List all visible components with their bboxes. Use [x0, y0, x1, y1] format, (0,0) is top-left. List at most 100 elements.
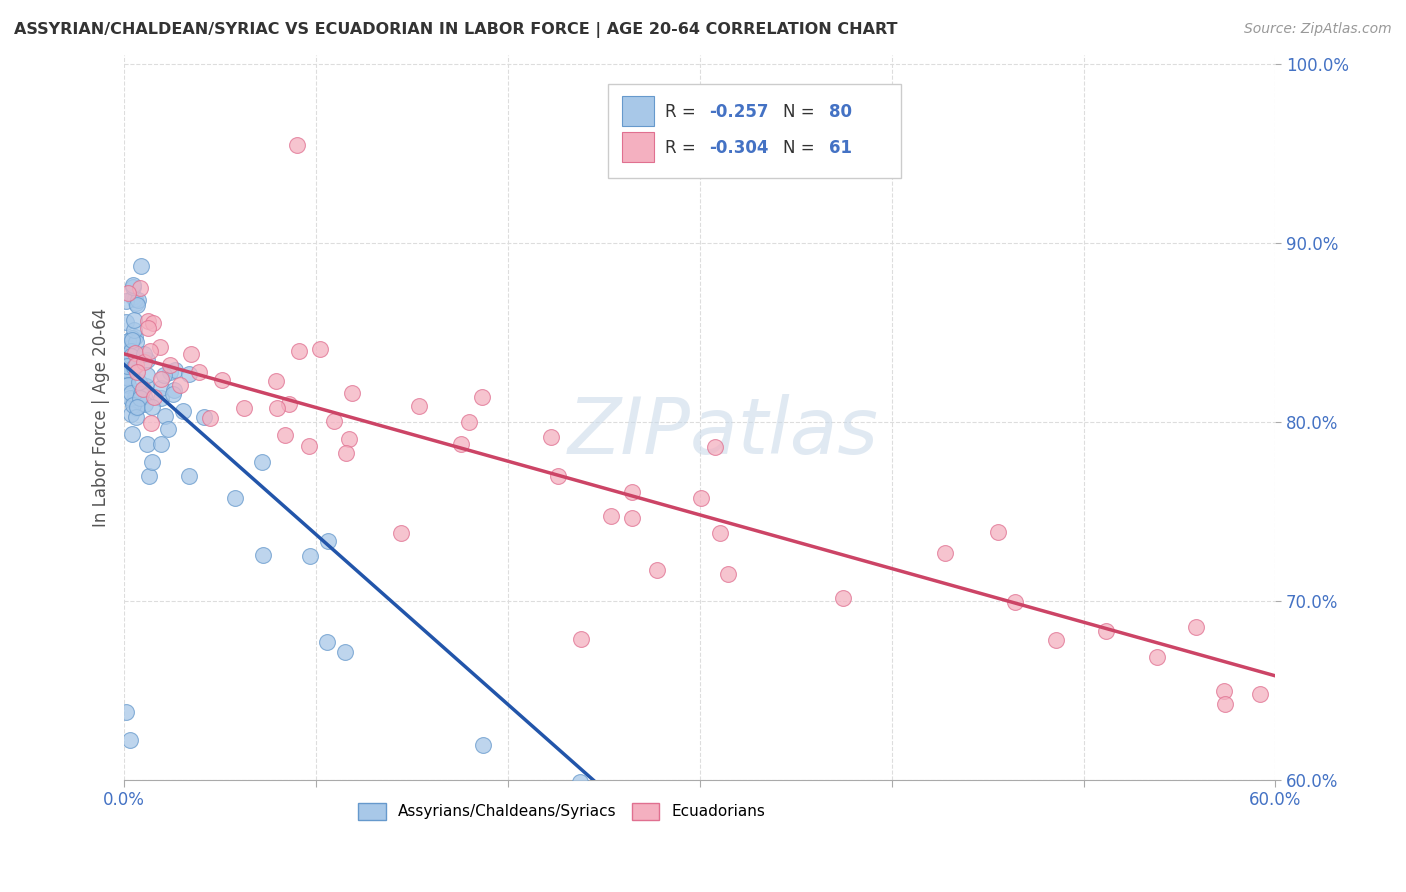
Point — [115, 363, 138, 377]
Text: ZIPatlas: ZIPatlas — [568, 394, 879, 470]
Point — [120, 407, 142, 421]
Point — [131, 383, 153, 397]
Point — [690, 491, 713, 505]
Point — [124, 346, 146, 360]
Text: -0.257: -0.257 — [709, 103, 769, 120]
Point — [115, 705, 138, 719]
Point — [620, 511, 643, 525]
Point — [117, 377, 139, 392]
Point — [115, 314, 138, 328]
Point — [211, 373, 233, 387]
Point — [134, 397, 156, 411]
Point — [180, 347, 202, 361]
Point — [135, 379, 157, 393]
Point — [115, 294, 138, 309]
FancyBboxPatch shape — [607, 84, 901, 178]
Point — [136, 320, 159, 334]
Point — [125, 296, 148, 310]
Point — [141, 400, 163, 414]
Point — [1249, 687, 1271, 701]
Point — [122, 323, 145, 337]
Point — [150, 391, 173, 405]
Point — [316, 635, 339, 649]
Point — [163, 384, 186, 398]
Point — [124, 292, 146, 306]
Point — [122, 279, 145, 293]
Point — [408, 400, 430, 414]
Point — [709, 526, 731, 541]
Point — [277, 396, 299, 410]
Point — [645, 563, 668, 577]
Point — [132, 389, 155, 403]
Point — [153, 368, 176, 383]
Point — [124, 410, 146, 425]
Point — [1146, 650, 1168, 665]
Point — [187, 365, 209, 379]
Point — [139, 344, 162, 359]
Point — [250, 454, 273, 468]
Point — [162, 386, 184, 401]
Point — [297, 439, 319, 453]
Point — [115, 370, 138, 384]
Point — [159, 358, 181, 372]
Point — [1185, 620, 1208, 634]
Point — [159, 365, 181, 379]
Point — [125, 365, 148, 379]
Point — [127, 293, 149, 308]
Point — [717, 566, 740, 581]
Point — [450, 437, 472, 451]
Text: N =: N = — [783, 103, 820, 120]
Point — [117, 334, 139, 348]
Point — [155, 409, 177, 423]
Point — [1004, 595, 1026, 609]
Point — [118, 345, 141, 359]
Point — [117, 370, 139, 384]
Point — [129, 386, 152, 401]
Point — [266, 374, 288, 388]
Point — [132, 346, 155, 360]
Point — [121, 398, 143, 412]
Point — [621, 484, 644, 499]
Point — [1213, 697, 1236, 711]
Point — [832, 591, 855, 605]
Point — [125, 334, 148, 349]
Point — [125, 400, 148, 414]
Point — [308, 342, 330, 356]
Point — [142, 316, 165, 330]
Point — [579, 796, 602, 810]
Point — [118, 391, 141, 405]
Point — [115, 375, 138, 389]
Point — [149, 371, 172, 385]
Point — [138, 468, 160, 483]
Point — [457, 415, 479, 429]
Y-axis label: In Labor Force | Age 20-64: In Labor Force | Age 20-64 — [93, 308, 110, 527]
Point — [124, 401, 146, 416]
Point — [121, 277, 143, 292]
Point — [122, 313, 145, 327]
Point — [131, 382, 153, 396]
Point — [124, 330, 146, 344]
Point — [1094, 624, 1116, 638]
Point — [335, 446, 357, 460]
Point — [136, 368, 159, 382]
Point — [150, 436, 173, 450]
Point — [987, 524, 1010, 539]
Point — [266, 401, 288, 416]
Point — [117, 285, 139, 300]
Point — [156, 422, 179, 436]
Point — [179, 469, 201, 483]
Point — [172, 404, 194, 418]
Point — [118, 342, 141, 356]
Point — [288, 344, 311, 359]
Point — [569, 775, 592, 789]
Point — [557, 791, 579, 805]
Point — [703, 440, 725, 454]
Point — [198, 411, 221, 425]
Point — [333, 645, 356, 659]
Point — [128, 391, 150, 405]
Text: -0.304: -0.304 — [709, 139, 769, 157]
Bar — [621, 132, 654, 162]
Text: Source: ZipAtlas.com: Source: ZipAtlas.com — [1244, 22, 1392, 37]
Point — [298, 549, 321, 563]
Point — [118, 354, 141, 368]
